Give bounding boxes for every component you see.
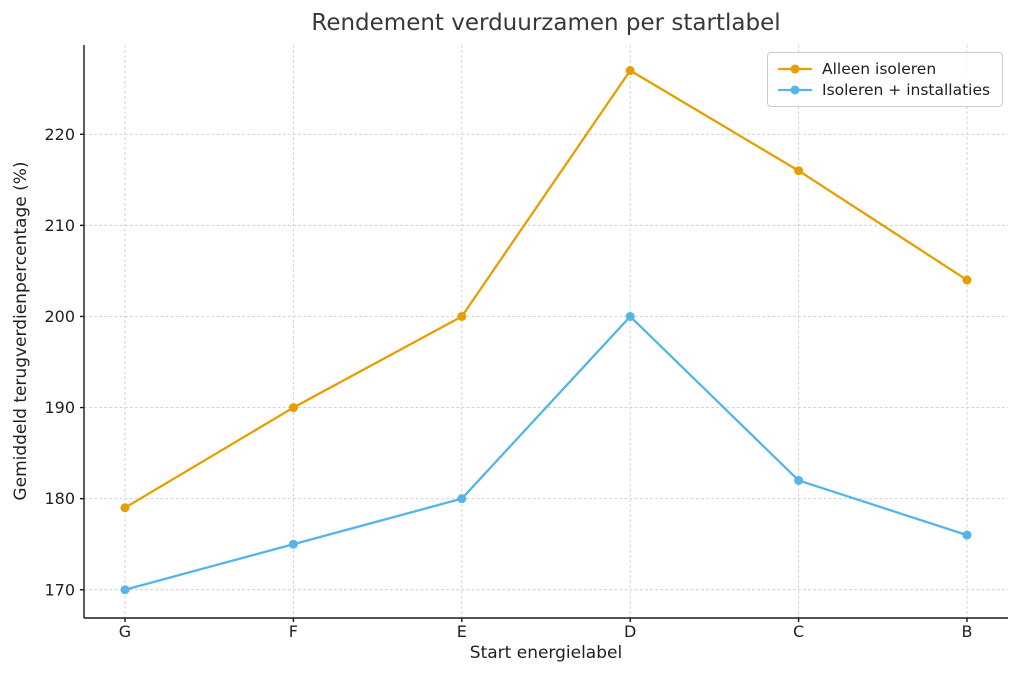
data-point [288,539,298,549]
data-point [794,166,804,176]
x-tick-label: G [119,622,131,641]
legend-marker-icon [777,85,813,95]
y-tick-label: 210 [44,216,75,235]
y-tick-label: 200 [44,307,75,326]
x-tick-label: C [793,622,804,641]
series-line [123,315,969,591]
x-tick-label: E [457,622,467,641]
legend-label: Isoleren + installaties [822,81,991,99]
data-point [625,311,635,321]
data-point [457,311,467,321]
chart-title: Rendement verduurzamen per startlabel [311,10,781,36]
x-tick-label: D [624,622,636,641]
data-point [288,403,298,413]
data-point [457,494,467,504]
data-point [962,275,972,285]
legend: Alleen isoleren Isoleren + installaties [767,52,1004,107]
x-axis-label: Start energielabel [469,643,623,663]
data-point [120,503,130,513]
data-point [962,530,972,540]
y-axis-label: Gemiddeld terugverdienpercentage (%) [11,161,31,501]
x-tick-label: F [289,622,298,641]
y-tick-label: 220 [44,125,75,144]
y-tick-label: 180 [44,489,75,508]
data-point [120,585,130,595]
legend-marker-icon [777,64,813,74]
legend-label: Alleen isoleren [822,60,937,78]
data-point [794,475,804,485]
y-tick-label: 190 [44,398,75,417]
series-line [123,69,969,509]
legend-item: Alleen isoleren [777,60,990,78]
data-point [625,66,635,76]
legend-item: Isoleren + installaties [777,81,990,99]
y-tick-label: 170 [44,580,75,599]
x-tick-label: B [962,622,973,641]
